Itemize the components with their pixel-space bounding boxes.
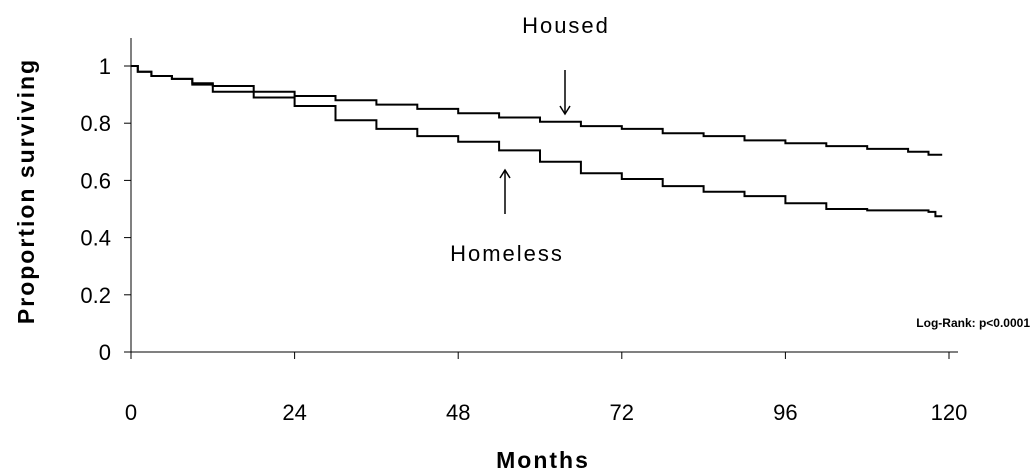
x-tick-label: 24 [282,400,306,425]
housed-annotation-label: Housed [522,13,610,38]
y-axis-title: Proportion surviving [13,58,39,324]
x-tick-label: 0 [125,400,137,425]
y-axis-ticks: 0 0.2 0.4 0.6 0.8 1 [80,54,131,365]
homeless-annotation-label: Homeless [450,241,564,266]
series-line-homeless [131,65,943,218]
series-layer [131,65,943,218]
series-line-housed [131,65,943,156]
y-tick-label: 0.6 [80,168,111,193]
x-axis-title: Months [496,447,590,473]
x-axis-ticks: 0 24 48 72 96 120 [125,352,967,425]
housed-arrow-icon [559,70,571,116]
homeless-arrow-icon [499,168,511,214]
y-tick-label: 0.2 [80,283,111,308]
y-tick-label: 0 [99,340,111,365]
x-tick-label: 120 [931,400,968,425]
log-rank-note: Log-Rank: p<0.0001 [916,316,1030,330]
y-tick-label: 1 [99,54,111,79]
x-tick-label: 72 [610,400,634,425]
x-tick-label: 96 [773,400,797,425]
y-tick-label: 0.4 [80,226,111,251]
x-tick-label: 48 [446,400,470,425]
y-tick-label: 0.8 [80,111,111,136]
